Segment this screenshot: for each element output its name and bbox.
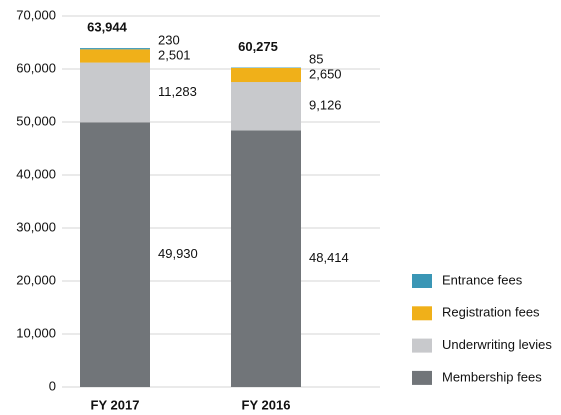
data-label: 48,414 — [309, 250, 349, 265]
y-tick-label: 30,000 — [16, 219, 56, 234]
x-tick-label: FY 2017 — [91, 397, 140, 412]
data-label: 49,930 — [158, 246, 198, 261]
legend-swatch — [412, 370, 432, 385]
y-tick-label: 50,000 — [16, 113, 56, 128]
total-label: 63,944 — [87, 20, 128, 35]
bar-segment — [80, 48, 150, 50]
data-label: 230 — [158, 32, 180, 47]
y-tick-label: 60,000 — [16, 60, 56, 75]
bar-segment — [231, 130, 301, 387]
data-label: 2,501 — [158, 47, 191, 62]
data-label: 2,650 — [309, 66, 342, 81]
legend-swatch — [412, 274, 432, 288]
legend-swatch — [412, 306, 432, 321]
legend-label: Entrance fees — [442, 272, 523, 287]
x-tick-label: FY 2016 — [242, 397, 291, 412]
total-label: 60,275 — [238, 39, 278, 54]
legend-swatch — [412, 338, 432, 353]
bar-segment — [80, 122, 150, 387]
y-tick-label: 70,000 — [16, 7, 56, 22]
legend-label: Membership fees — [442, 369, 542, 384]
legend-label: Registration fees — [442, 305, 540, 320]
bar-segment — [80, 62, 150, 123]
bar-segment — [80, 49, 150, 63]
data-label: 11,283 — [158, 84, 197, 99]
y-tick-label: 20,000 — [16, 272, 56, 287]
y-tick-label: 10,000 — [16, 325, 56, 340]
y-tick-label: 0 — [49, 378, 56, 393]
data-label: 9,126 — [309, 98, 342, 113]
data-label: 85 — [309, 51, 323, 66]
y-tick-label: 40,000 — [16, 166, 56, 181]
bar-segment — [231, 67, 301, 83]
legend-label: Underwriting levies — [442, 337, 552, 352]
bar-segment — [231, 82, 301, 131]
